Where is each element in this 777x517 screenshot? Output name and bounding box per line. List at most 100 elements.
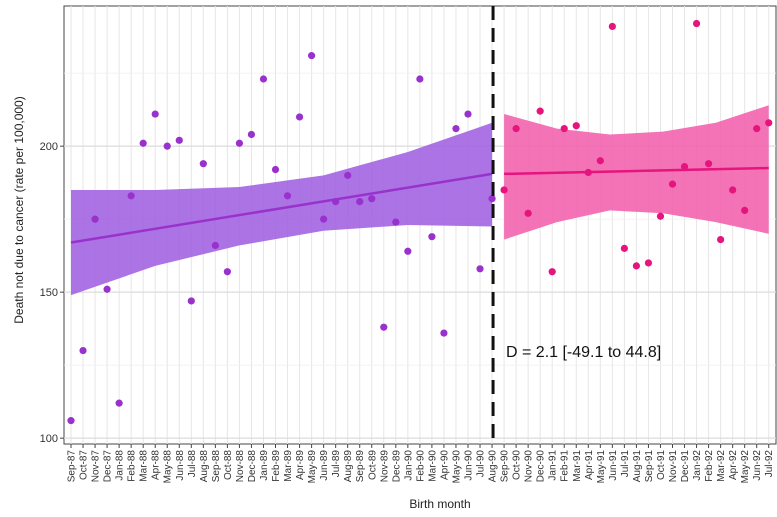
x-axis-ticks: Sep-87 Oct-87 Nov-87 Dec-87 Jan-88 Feb-88 Mar-… xyxy=(67,444,775,484)
x-tick-label: Mar-91 xyxy=(572,450,583,482)
data-point xyxy=(103,285,111,293)
y-tick-label: 200 xyxy=(40,141,58,153)
x-tick-label: Sep-89 xyxy=(355,450,366,483)
data-point xyxy=(753,125,761,133)
data-point xyxy=(259,75,268,83)
data-point xyxy=(500,186,508,194)
data-point xyxy=(596,157,604,165)
data-point xyxy=(175,136,183,144)
x-tick-label: Mar-89 xyxy=(283,450,294,482)
x-tick-label: Jan-92 xyxy=(692,450,703,481)
x-tick-label: Apr-91 xyxy=(584,450,595,480)
x-tick-label: May-88 xyxy=(163,450,174,484)
x-tick-label: Oct-89 xyxy=(367,450,378,480)
x-tick-label: Dec-90 xyxy=(536,450,547,483)
x-tick-label: Mar-88 xyxy=(139,450,150,482)
data-point xyxy=(692,19,701,28)
data-point xyxy=(320,215,328,223)
x-tick-label: Jul-89 xyxy=(331,450,342,478)
x-tick-label: Mar-92 xyxy=(716,450,727,482)
x-axis-label: Birth month xyxy=(409,497,471,511)
data-point xyxy=(368,195,376,203)
data-point xyxy=(115,399,123,407)
data-point xyxy=(91,215,99,223)
x-tick-label: May-89 xyxy=(307,450,318,484)
x-tick-label: Feb-91 xyxy=(560,450,571,482)
data-point xyxy=(512,125,520,133)
x-tick-label: May-92 xyxy=(740,450,751,484)
y-tick-label: 100 xyxy=(40,433,58,445)
x-tick-label: Nov-88 xyxy=(235,450,246,483)
x-tick-label: Aug-88 xyxy=(199,450,210,483)
x-tick-label: Dec-91 xyxy=(680,450,691,483)
data-point xyxy=(572,122,580,130)
x-tick-label: Dec-88 xyxy=(247,450,258,483)
fit-lines xyxy=(70,166,769,244)
data-point xyxy=(668,180,677,188)
x-tick-label: Sep-90 xyxy=(500,450,511,483)
discontinuity-annotation: D = 2.1 [-49.1 to 44.8] xyxy=(506,344,662,361)
data-point xyxy=(741,206,749,214)
data-point xyxy=(428,233,436,241)
x-tick-label: May-90 xyxy=(451,450,462,484)
data-point xyxy=(524,209,532,217)
data-point xyxy=(235,139,244,147)
data-points xyxy=(67,19,773,425)
x-tick-label: Sep-87 xyxy=(67,450,78,483)
x-tick-label: Aug-89 xyxy=(343,450,354,483)
x-tick-label: Feb-89 xyxy=(271,450,282,482)
x-tick-label: Oct-87 xyxy=(79,450,90,480)
x-tick-label: Nov-87 xyxy=(91,450,102,483)
data-point xyxy=(404,247,412,255)
data-point xyxy=(163,142,171,150)
data-point xyxy=(283,192,292,200)
x-tick-label: Nov-91 xyxy=(668,450,679,483)
data-point xyxy=(704,160,713,168)
data-point xyxy=(680,163,689,171)
data-point xyxy=(765,119,773,127)
fit-line xyxy=(70,172,493,244)
x-tick-label: Jul-88 xyxy=(187,450,198,478)
data-point xyxy=(247,130,256,139)
data-point xyxy=(223,268,231,276)
x-tick-label: Jun-90 xyxy=(463,450,474,481)
x-tick-label: Jul-91 xyxy=(620,450,631,478)
data-point xyxy=(332,198,340,206)
data-point xyxy=(608,22,616,31)
data-point xyxy=(717,236,725,244)
x-tick-label: Nov-89 xyxy=(379,450,390,483)
data-point xyxy=(584,168,592,177)
x-tick-label: Aug-91 xyxy=(632,450,643,483)
data-point xyxy=(187,297,195,305)
data-point xyxy=(632,262,641,270)
data-point xyxy=(392,218,400,226)
data-point xyxy=(308,52,316,60)
data-point xyxy=(560,125,568,133)
x-tick-label: Apr-90 xyxy=(439,450,450,480)
x-tick-label: Jan-90 xyxy=(403,450,414,481)
x-tick-label: Sep-91 xyxy=(644,450,655,483)
x-tick-label: Jun-91 xyxy=(608,450,619,481)
x-tick-label: Apr-92 xyxy=(728,450,739,480)
data-point xyxy=(199,160,207,168)
data-point xyxy=(476,265,484,273)
x-tick-label: Feb-92 xyxy=(704,450,715,482)
x-tick-label: Dec-87 xyxy=(103,450,114,483)
x-tick-label: Feb-90 xyxy=(415,450,426,482)
x-tick-label: Feb-88 xyxy=(127,450,138,482)
data-point xyxy=(79,346,87,355)
x-tick-label: Mar-90 xyxy=(427,450,438,482)
x-tick-label: Jul-92 xyxy=(764,450,775,478)
x-tick-label: Oct-90 xyxy=(512,450,523,480)
x-tick-label: Oct-88 xyxy=(223,450,234,480)
data-point xyxy=(440,329,448,337)
data-point xyxy=(488,195,496,203)
data-point xyxy=(620,244,628,252)
x-tick-label: Jan-89 xyxy=(259,450,270,481)
x-tick-label: Jul-90 xyxy=(476,450,487,478)
fit-line xyxy=(504,166,769,176)
data-point xyxy=(380,323,388,331)
x-tick-label: Jun-88 xyxy=(175,450,186,481)
x-tick-label: Nov-90 xyxy=(524,450,535,483)
y-tick-label: 150 xyxy=(40,287,58,299)
